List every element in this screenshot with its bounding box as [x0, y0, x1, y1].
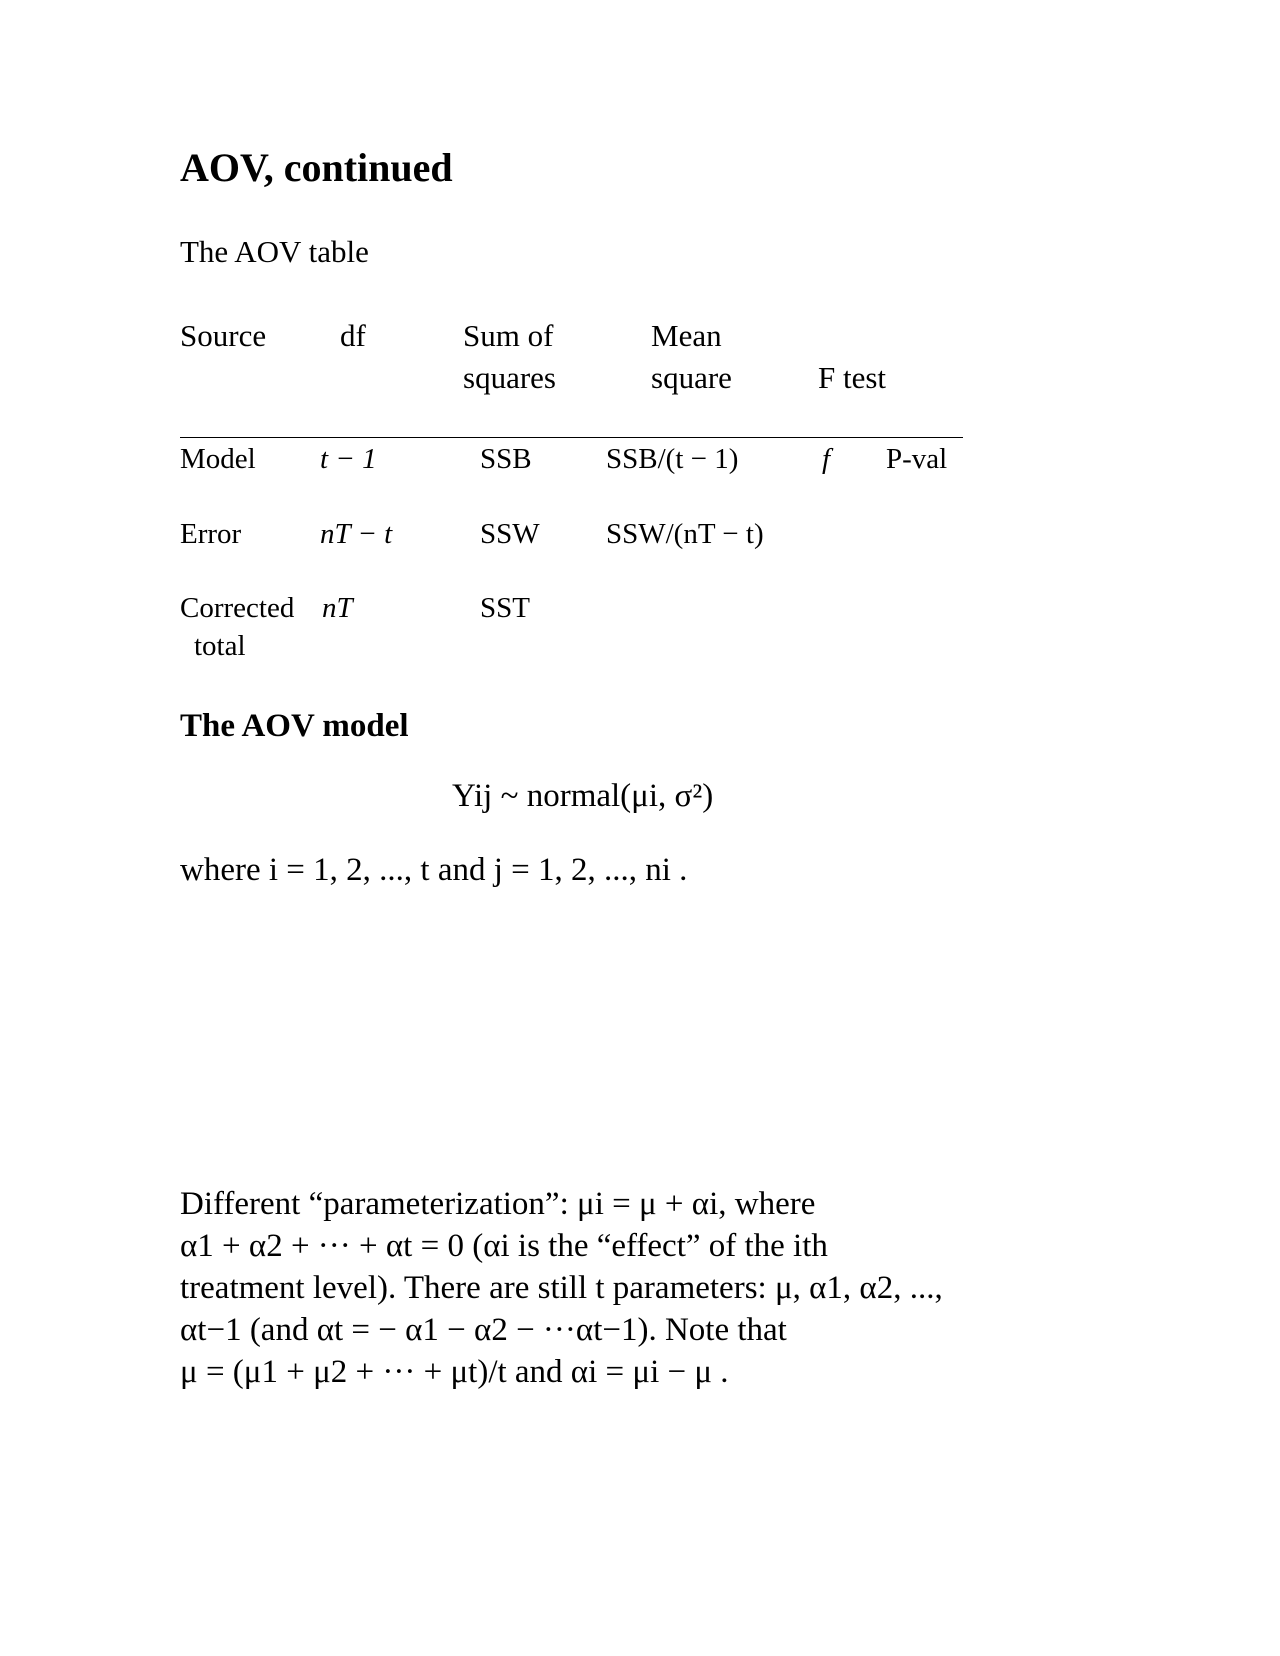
header-rule — [180, 437, 963, 438]
header-ms-line2: square — [651, 360, 732, 395]
header-source: Source — [180, 318, 267, 353]
paragraph-line: αt−1 (and αt = − α1 − α2 − ···αt−1). Not… — [180, 1312, 787, 1348]
paragraph-line: Different “parameterization”: μi = μ + α… — [180, 1186, 816, 1222]
model-equation: Yij ~ normal(μi, σ²) — [452, 778, 714, 814]
index-range: where i = 1, 2, ..., t and j = 1, 2, ...… — [180, 852, 688, 888]
paragraph-line: α1 + α2 + ··· + αt = 0 (αi is the “effec… — [180, 1228, 828, 1264]
row-ss: SSW — [480, 518, 540, 550]
header-f-test: F test — [818, 360, 887, 395]
model-heading: The AOV model — [180, 708, 409, 744]
table-caption: The AOV table — [180, 234, 369, 269]
header-ss-line1: Sum of — [463, 318, 554, 353]
page-title: AOV, continued — [180, 145, 453, 190]
header-ss-line2: squares — [463, 360, 556, 395]
row-source: Corrected — [180, 592, 295, 624]
row-p-value: P-val — [886, 443, 948, 475]
row-source-line2: total — [194, 630, 246, 662]
row-source: Error — [180, 518, 242, 550]
row-ss: SST — [480, 592, 530, 624]
row-df: nT — [322, 592, 353, 624]
paragraph-line: treatment level). There are still t para… — [180, 1270, 943, 1306]
row-ms: SSW/(nT − t) — [606, 518, 764, 550]
row-f: f — [822, 443, 831, 475]
paragraph-line: μ = (μ1 + μ2 + ··· + μt)/t and αi = μi −… — [180, 1354, 729, 1390]
row-df: nT − t — [320, 518, 393, 550]
header-df: df — [340, 318, 366, 353]
row-source: Model — [180, 443, 256, 475]
row-ss: SSB — [480, 443, 532, 475]
row-ms: SSB/(t − 1) — [606, 443, 739, 475]
row-df: t − 1 — [320, 443, 377, 475]
header-ms-line1: Mean — [651, 318, 722, 353]
